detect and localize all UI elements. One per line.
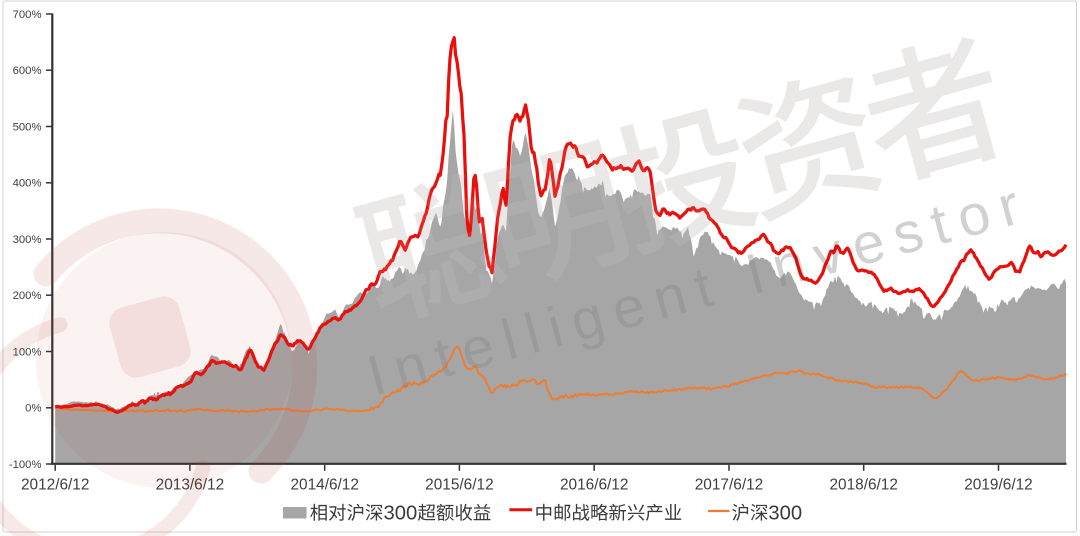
svg-text:2012/6/12: 2012/6/12 (21, 477, 89, 494)
svg-text:400%: 400% (13, 178, 42, 190)
svg-text:300%: 300% (13, 234, 42, 246)
svg-text:0%: 0% (25, 403, 41, 415)
svg-text:2013/6/12: 2013/6/12 (156, 477, 224, 494)
svg-text:2016/6/12: 2016/6/12 (560, 477, 628, 494)
svg-text:200%: 200% (13, 290, 42, 302)
svg-text:2014/6/12: 2014/6/12 (290, 477, 358, 494)
svg-text:300: 300 (768, 502, 802, 524)
svg-text:600%: 600% (13, 65, 42, 77)
svg-text:500%: 500% (13, 121, 42, 133)
svg-text:2018/6/12: 2018/6/12 (829, 477, 897, 494)
svg-text:100%: 100% (13, 346, 42, 358)
svg-text:-100%: -100% (9, 459, 42, 471)
svg-text:300: 300 (384, 502, 418, 524)
svg-text:2019/6/12: 2019/6/12 (964, 477, 1032, 494)
svg-text:2017/6/12: 2017/6/12 (695, 477, 763, 494)
svg-text:2015/6/12: 2015/6/12 (425, 477, 493, 494)
svg-text:700%: 700% (13, 9, 42, 21)
